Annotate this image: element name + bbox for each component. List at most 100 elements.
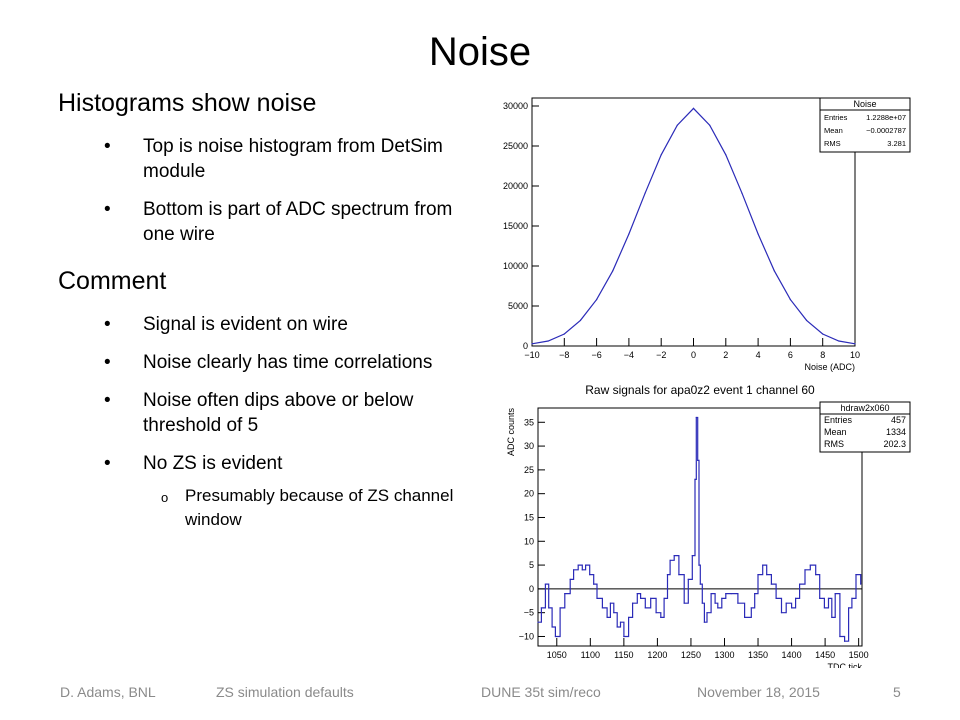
- data-point: [741, 192, 743, 194]
- data-point: [815, 574, 817, 576]
- y-tick-label: 5000: [508, 301, 528, 311]
- x-tick-label: 1250: [681, 650, 701, 660]
- data-point: [706, 612, 708, 614]
- data-point: [703, 621, 705, 623]
- x-tick-label: 8: [820, 350, 825, 360]
- bullet-dot: •: [104, 352, 111, 373]
- data-point: [789, 299, 791, 301]
- x-tick-label: 1200: [647, 650, 667, 660]
- data-point: [773, 270, 775, 272]
- y-tick-label: 35: [524, 417, 534, 427]
- y-tick-label: 25000: [503, 141, 528, 151]
- data-point: [757, 233, 759, 235]
- raw-signal-chart: Raw signals for apa0z2 event 1 channel 6…: [506, 383, 911, 668]
- data-point: [660, 616, 662, 619]
- x-axis-label: TDC tick: [828, 662, 863, 668]
- data-point: [717, 607, 719, 609]
- data-point: [847, 607, 850, 609]
- bullet-item: • Noise often dips above or below thresho…: [58, 388, 458, 438]
- stats-value: 1.2288e+07: [866, 113, 906, 122]
- x-tick-label: 0: [691, 350, 696, 360]
- data-point: [644, 192, 646, 194]
- y-tick-label: 30: [524, 441, 534, 451]
- data-point: [721, 597, 723, 599]
- data-point: [780, 612, 783, 614]
- data-point: [785, 602, 787, 604]
- data-point: [730, 593, 732, 595]
- x-tick-label: −10: [524, 350, 539, 360]
- data-point: [725, 154, 727, 156]
- stats-value: 3.281: [887, 139, 906, 148]
- bullet-item: • No ZS is evident: [58, 451, 458, 476]
- data-point: [537, 621, 539, 623]
- data-point: [563, 333, 565, 335]
- data-point: [544, 583, 546, 585]
- data-point: [554, 635, 557, 638]
- data-point: [589, 574, 591, 576]
- x-tick-label: 1400: [782, 650, 802, 660]
- data-point: [628, 233, 630, 235]
- data-point: [831, 616, 833, 619]
- x-tick-label: −4: [624, 350, 634, 360]
- y-tick-label: 10: [524, 536, 534, 546]
- data-point: [577, 564, 579, 566]
- data-point: [676, 124, 678, 126]
- data-point: [531, 343, 533, 345]
- slide-footer: D. Adams, BNL ZS simulation defaults DUN…: [0, 684, 960, 706]
- data-point: [579, 319, 582, 321]
- data-point: [601, 607, 603, 609]
- data-point: [616, 626, 618, 628]
- data-point: [564, 593, 566, 595]
- data-point: [540, 607, 542, 609]
- stats-value: 202.3: [883, 439, 906, 449]
- data-point: [631, 602, 634, 604]
- y-axis-label: ADC counts: [506, 408, 516, 457]
- bullet-text: Bottom is part of ADC spectrum from one …: [143, 199, 453, 245]
- y-tick-label: 25: [524, 465, 534, 475]
- data-point: [663, 597, 665, 599]
- data-point: [701, 602, 703, 604]
- stats-value: 457: [891, 415, 906, 425]
- x-tick-label: 2: [723, 350, 728, 360]
- section-heading-comment: Comment: [58, 267, 167, 295]
- stats-label: Mean: [824, 126, 843, 135]
- stats-value: 1334: [886, 427, 906, 437]
- data-point: [794, 597, 797, 599]
- data-point: [851, 597, 853, 599]
- data-point: [744, 616, 746, 619]
- y-tick-label: 10000: [503, 261, 528, 271]
- bullet-item: • Signal is evident on wire: [58, 312, 458, 337]
- x-tick-label: 6: [788, 350, 793, 360]
- data-point: [834, 593, 836, 595]
- y-tick-label: 0: [523, 341, 528, 351]
- data-point: [669, 559, 671, 561]
- x-tick-label: 1450: [815, 650, 835, 660]
- data-point: [757, 574, 759, 576]
- data-point: [819, 597, 821, 599]
- data-point: [805, 319, 808, 321]
- x-tick-label: 1100: [581, 650, 600, 660]
- data-point: [596, 299, 598, 301]
- bullet-dot: •: [104, 136, 111, 157]
- y-tick-label: 5: [529, 560, 534, 570]
- data-point: [678, 574, 680, 576]
- data-point: [699, 583, 701, 585]
- x-tick-label: 1050: [547, 650, 567, 660]
- data-point: [623, 635, 625, 638]
- data-point: [695, 416, 697, 419]
- data-point: [827, 597, 830, 599]
- slide-title: Noise: [428, 30, 532, 74]
- data-point: [627, 616, 630, 619]
- data-point: [548, 607, 550, 609]
- data-point: [823, 607, 826, 609]
- y-tick-label: 0: [529, 584, 534, 594]
- noise-histogram-chart: 0 5000 10000 15000 20000 25000 30000 −10 −8 −6 −4 −…: [503, 97, 911, 372]
- data-point: [698, 564, 700, 566]
- bullet-text: Noise clearly has time correlations: [143, 352, 433, 373]
- data-point: [612, 270, 614, 272]
- data-point: [547, 340, 549, 342]
- bullet-item: • Top is noise histogram from DetSim modu…: [58, 134, 458, 184]
- stats-box: hdraw2x060 Entries 457 Mean 1334 RMS 202.3: [819, 401, 911, 453]
- data-point: [640, 597, 642, 599]
- x-tick-label: 1350: [748, 650, 768, 660]
